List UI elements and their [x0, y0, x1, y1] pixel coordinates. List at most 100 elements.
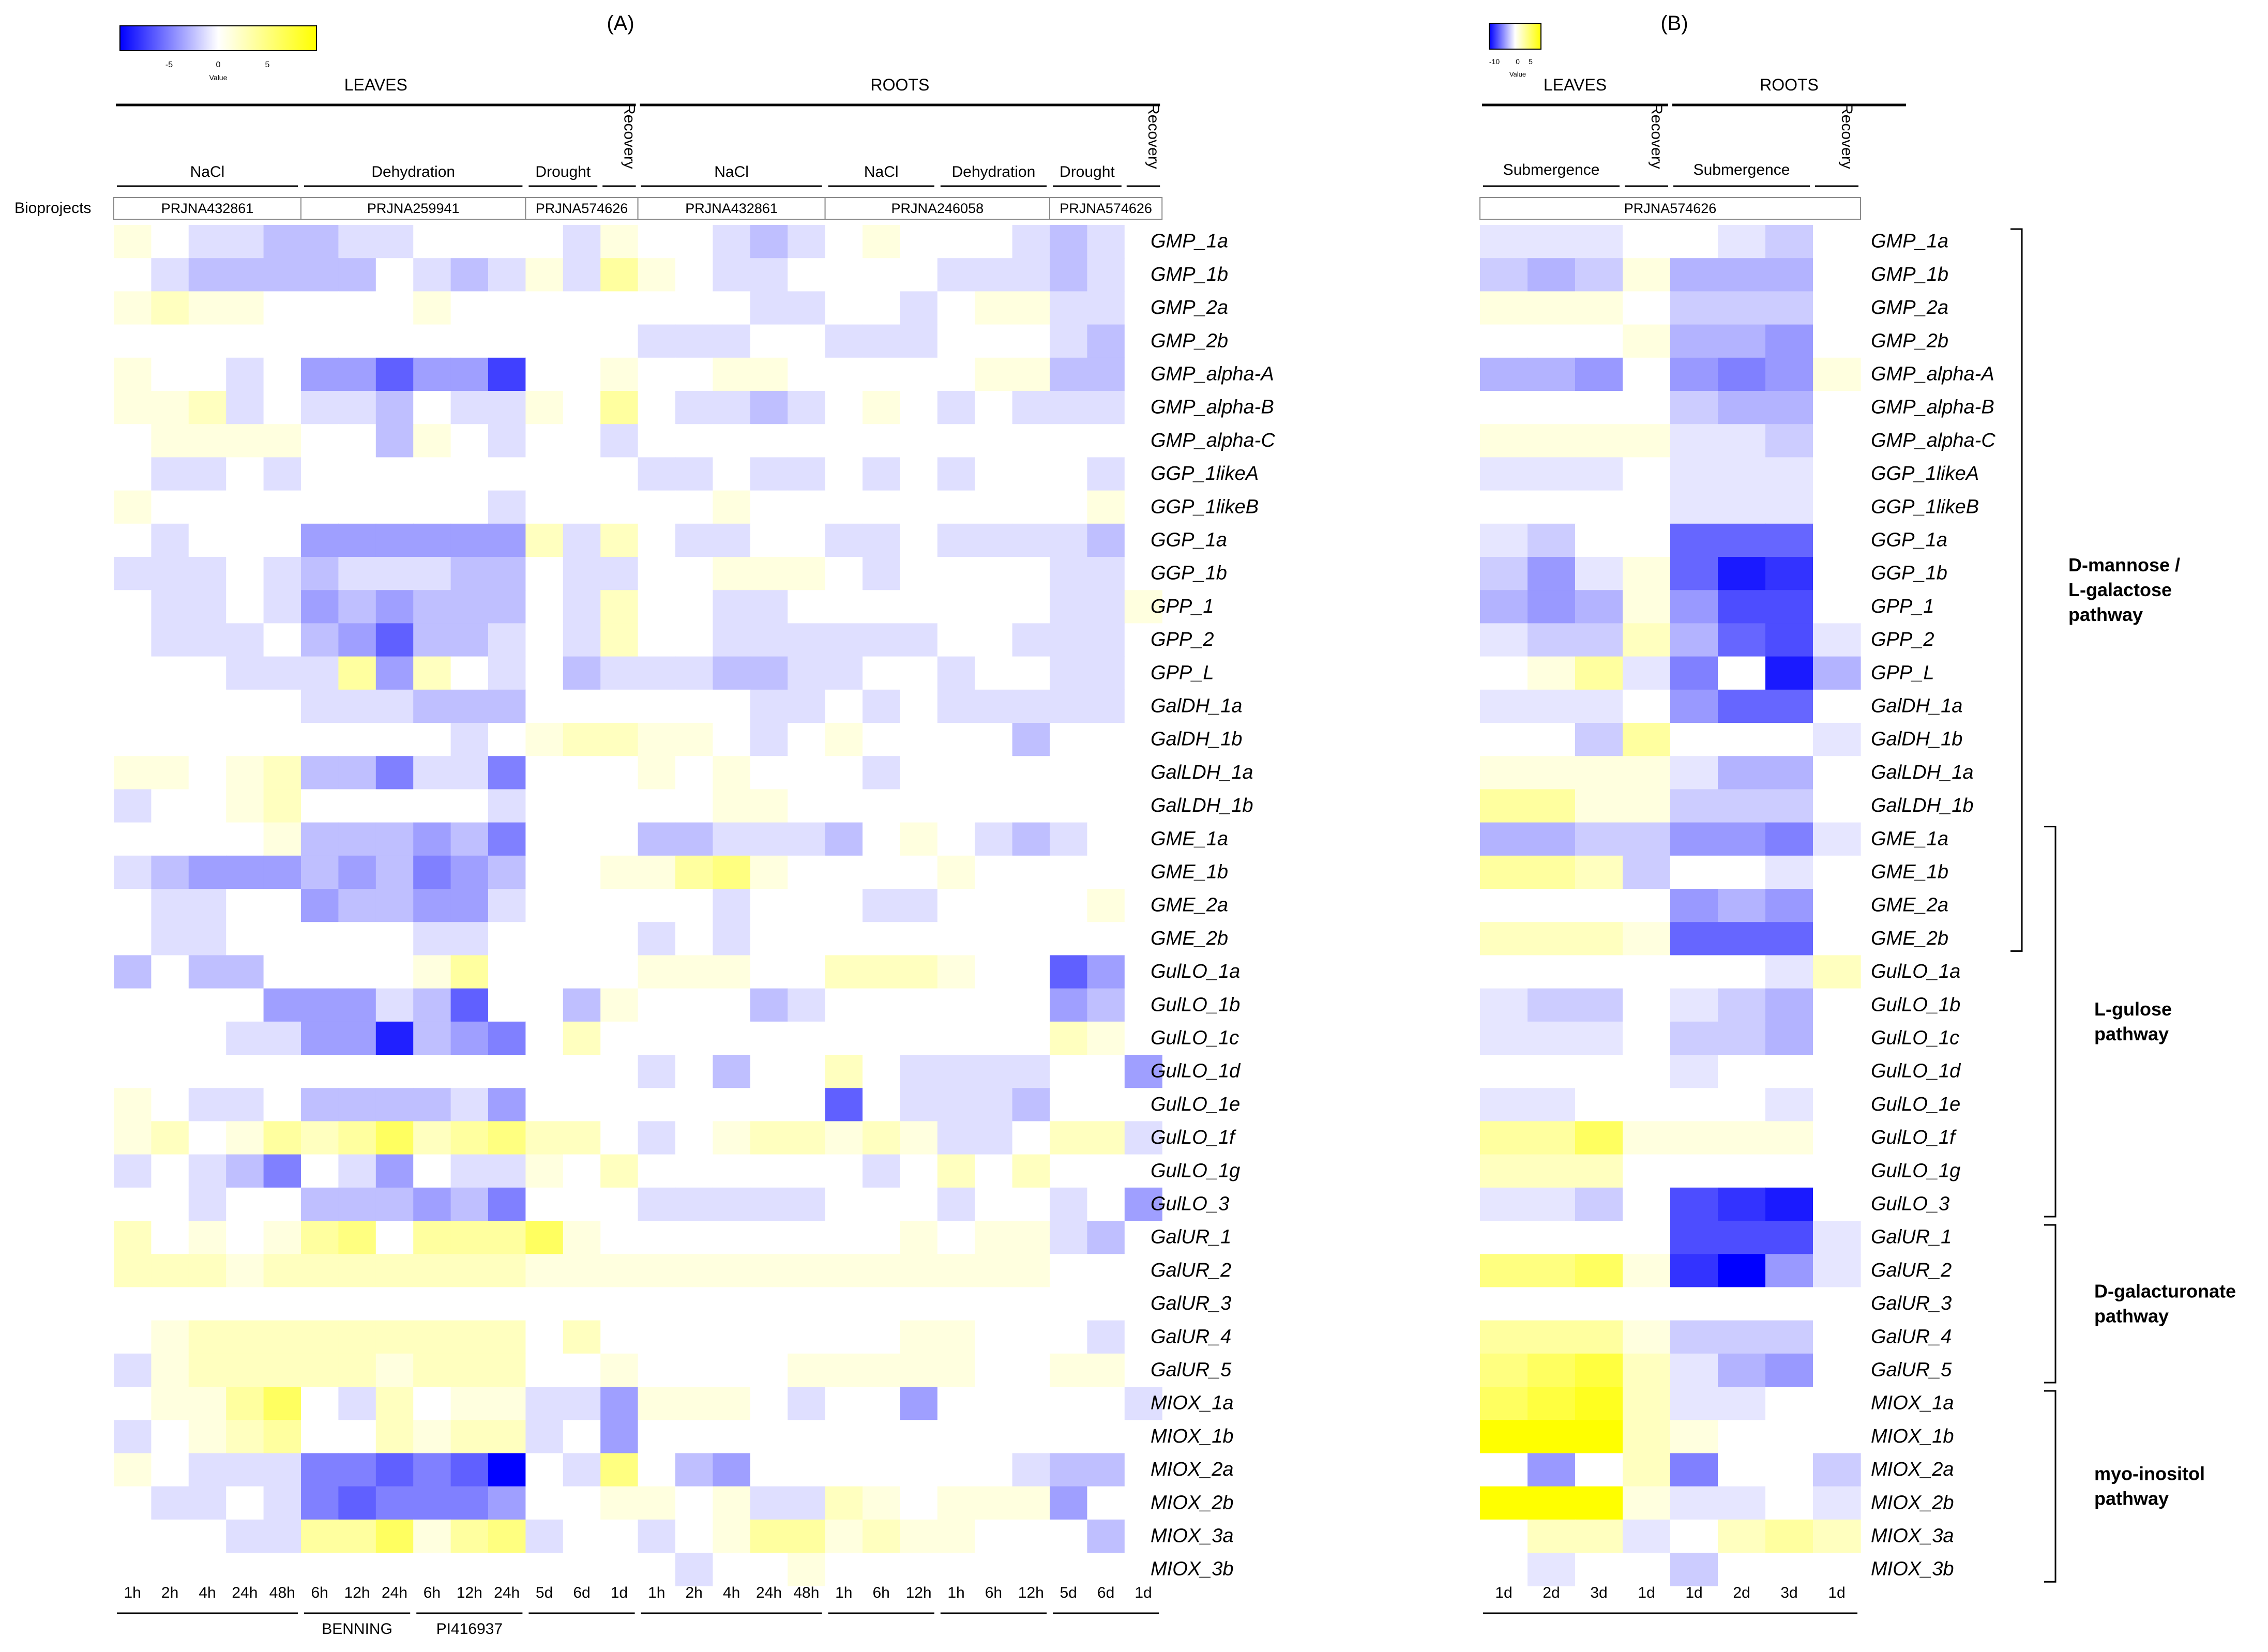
- heatmap-cell-ggp-1b-4: [263, 557, 301, 590]
- heatmap-cell-miox-3a-3: [226, 1519, 264, 1553]
- heatmap-cell-galur-4-6: [1765, 1320, 1813, 1354]
- heatmap-cell-galur-4-20: [863, 1320, 900, 1354]
- heatmap-cell-galur-4-2: [1575, 1320, 1623, 1354]
- heatmap-cell-ggp-1likeb-1: [151, 490, 189, 524]
- heatmap-cell-gmp-1b-25: [1050, 258, 1087, 292]
- heatmap-cell-ggp-1likea-9: [450, 457, 489, 491]
- heatmap-cell-gullo-1d-0: [114, 1055, 152, 1088]
- heatmap-cell-gullo-1g-13: [600, 1154, 639, 1188]
- heatmap-cell-gmp-1a-19: [825, 225, 863, 259]
- timepoint-label-25: 5d: [1060, 1584, 1077, 1601]
- heatmap-cell-gullo-1a-5: [1718, 955, 1766, 989]
- heatmap-cell-ggp-1a-24: [1012, 523, 1050, 557]
- heatmap-cell-galdh-1b-26: [1087, 723, 1125, 756]
- heatmap-cell-miox-3a-24: [1012, 1519, 1050, 1553]
- heatmap-cell-gpp-2-1: [151, 623, 189, 657]
- heatmap-cell-galur-2-6: [1765, 1254, 1813, 1287]
- heatmap-cell-gmp-2a-12: [563, 291, 601, 325]
- heatmap-cell-galur-2-6: [338, 1254, 376, 1287]
- heatmap-cell-gmp-2b-5: [1718, 324, 1766, 358]
- heatmap-cell-galur-5-20: [863, 1353, 900, 1387]
- heatmap-cell-gullo-1c-1: [1528, 1021, 1576, 1055]
- heatmap-cell-galur-5-23: [975, 1353, 1013, 1387]
- heatmap-cell-gpp-1-6: [338, 590, 376, 624]
- heatmap-cell-gmp-2a-6: [1765, 291, 1813, 325]
- gene-label-galur-2: GalUR_2: [1871, 1260, 1952, 1281]
- heatmap-cell-gpp-l-1: [151, 656, 189, 690]
- heatmap-cell-miox-2a-27: [1124, 1453, 1162, 1487]
- timepoint-label-0: 1d: [1495, 1584, 1512, 1601]
- bioproject-label-prjna574626-0: PRJNA574626: [1624, 201, 1717, 216]
- heatmap-cell-gullo-3-18: [788, 1187, 826, 1221]
- heatmap-cell-ggp-1a-1: [1528, 523, 1576, 557]
- heatmap-cell-ggp-1likeb-11: [525, 490, 564, 524]
- heatmap-cell-galldh-1b-20: [863, 789, 900, 823]
- heatmap-cell-gullo-1e-3: [1623, 1088, 1671, 1121]
- heatmap-cell-gullo-1c-6: [1765, 1021, 1813, 1055]
- heatmap-cell-gullo-1g-5: [1718, 1154, 1766, 1188]
- timepoint-label-5: 2d: [1733, 1584, 1750, 1601]
- heatmap-cell-ggp-1likea-1: [151, 457, 189, 491]
- heatmap-cell-miox-1a-11: [525, 1387, 564, 1420]
- heatmap-cell-galur-1-22: [937, 1221, 975, 1254]
- pathway-bracket-d-galacturonate-pathway: [2044, 1224, 2057, 1384]
- heatmap-cell-miox-1b-7: [375, 1420, 414, 1453]
- heatmap-cell-gullo-1g-11: [525, 1154, 564, 1188]
- heatmap-cell-ggp-1b-17: [750, 557, 788, 590]
- heatmap-cell-gpp-2-0: [114, 623, 152, 657]
- heatmap-cell-gmp-2b-7: [1813, 324, 1861, 358]
- heatmap-cell-gullo-1f-7: [1813, 1121, 1861, 1155]
- gene-label-galdh-1a: GalDH_1a: [1871, 695, 1962, 717]
- heatmap-cell-gullo-1b-18: [788, 988, 826, 1022]
- heatmap-cell-galdh-1a-20: [863, 689, 900, 723]
- heatmap-cell-ggp-1a-9: [450, 523, 489, 557]
- heatmap-cell-gullo-1e-22: [937, 1088, 975, 1121]
- timepoint-label-2: 4h: [199, 1584, 216, 1601]
- heatmap-cell-galur-2-3: [1623, 1254, 1671, 1287]
- heatmap-cell-gpp-l-5: [1718, 656, 1766, 690]
- heatmap-cell-gme-1a-26: [1087, 822, 1125, 856]
- heatmap-cell-miox-2b-26: [1087, 1486, 1125, 1520]
- heatmap-cell-gullo-1c-22: [937, 1021, 975, 1055]
- heatmap-cell-gmp-1b-16: [713, 258, 751, 292]
- heatmap-cell-gullo-1f-4: [263, 1121, 301, 1155]
- heatmap-cell-galdh-1a-5: [1718, 689, 1766, 723]
- heatmap-cell-galldh-1a-15: [675, 756, 713, 790]
- heatmap-cell-gmp-alpha-b-10: [488, 391, 526, 425]
- heatmap-cell-ggp-1b-27: [1124, 557, 1162, 590]
- bioproject-box-0: [1479, 197, 1861, 220]
- heatmap-cell-gme-1a-12: [563, 822, 601, 856]
- heatmap-cell-galur-5-6: [1765, 1353, 1813, 1387]
- heatmap-cell-gmp-alpha-a-1: [1528, 357, 1576, 391]
- heatmap-cell-gullo-1c-14: [638, 1021, 676, 1055]
- heatmap-cell-gmp-1a-3: [1623, 225, 1671, 259]
- heatmap-cell-gullo-1b-20: [863, 988, 900, 1022]
- heatmap-cell-ggp-1likeb-16: [713, 490, 751, 524]
- heatmap-cell-gpp-1-21: [900, 590, 938, 624]
- pathway-label-d-mannose-l-galactose-pathway-line-0: D-mannose /: [2068, 554, 2180, 575]
- heatmap-cell-miox-1b-16: [713, 1420, 751, 1453]
- heatmap-cell-galur-4-1: [1528, 1320, 1576, 1354]
- heatmap-cell-miox-2a-23: [975, 1453, 1013, 1487]
- heatmap-cell-gpp-1-8: [413, 590, 451, 624]
- heatmap-cell-miox-2b-1: [1528, 1486, 1576, 1520]
- heatmap-cell-ggp-1a-6: [1765, 523, 1813, 557]
- heatmap-cell-galur-2-10: [488, 1254, 526, 1287]
- heatmap-cell-gme-1b-25: [1050, 855, 1087, 889]
- heatmap-cell-gullo-1f-17: [750, 1121, 788, 1155]
- heatmap-cell-gmp-alpha-c-9: [450, 424, 489, 458]
- bioproject-label-prjna574626-5: PRJNA574626: [1060, 201, 1152, 216]
- heatmap-cell-galur-4-4: [263, 1320, 301, 1354]
- heatmap-cell-gmp-alpha-c-26: [1087, 424, 1125, 458]
- heatmap-cell-gmp-alpha-a-8: [413, 357, 451, 391]
- heatmap-cell-gullo-3-0: [1480, 1187, 1528, 1221]
- heatmap-cell-gmp-1b-27: [1124, 258, 1162, 292]
- heatmap-cell-gmp-alpha-c-27: [1124, 424, 1162, 458]
- pathway-label-d-mannose-l-galactose-pathway-line-2: pathway: [2068, 604, 2143, 625]
- heatmap-cell-gpp-1-1: [1528, 590, 1576, 624]
- heatmap-cell-gullo-1b-27: [1124, 988, 1162, 1022]
- heatmap-cell-gme-1a-8: [413, 822, 451, 856]
- timepoint-label-11: 5d: [536, 1584, 553, 1601]
- pathway-label-myo-inositol-pathway-line-0: myo-inositol: [2094, 1463, 2205, 1484]
- heatmap-cell-galldh-1a-27: [1124, 756, 1162, 790]
